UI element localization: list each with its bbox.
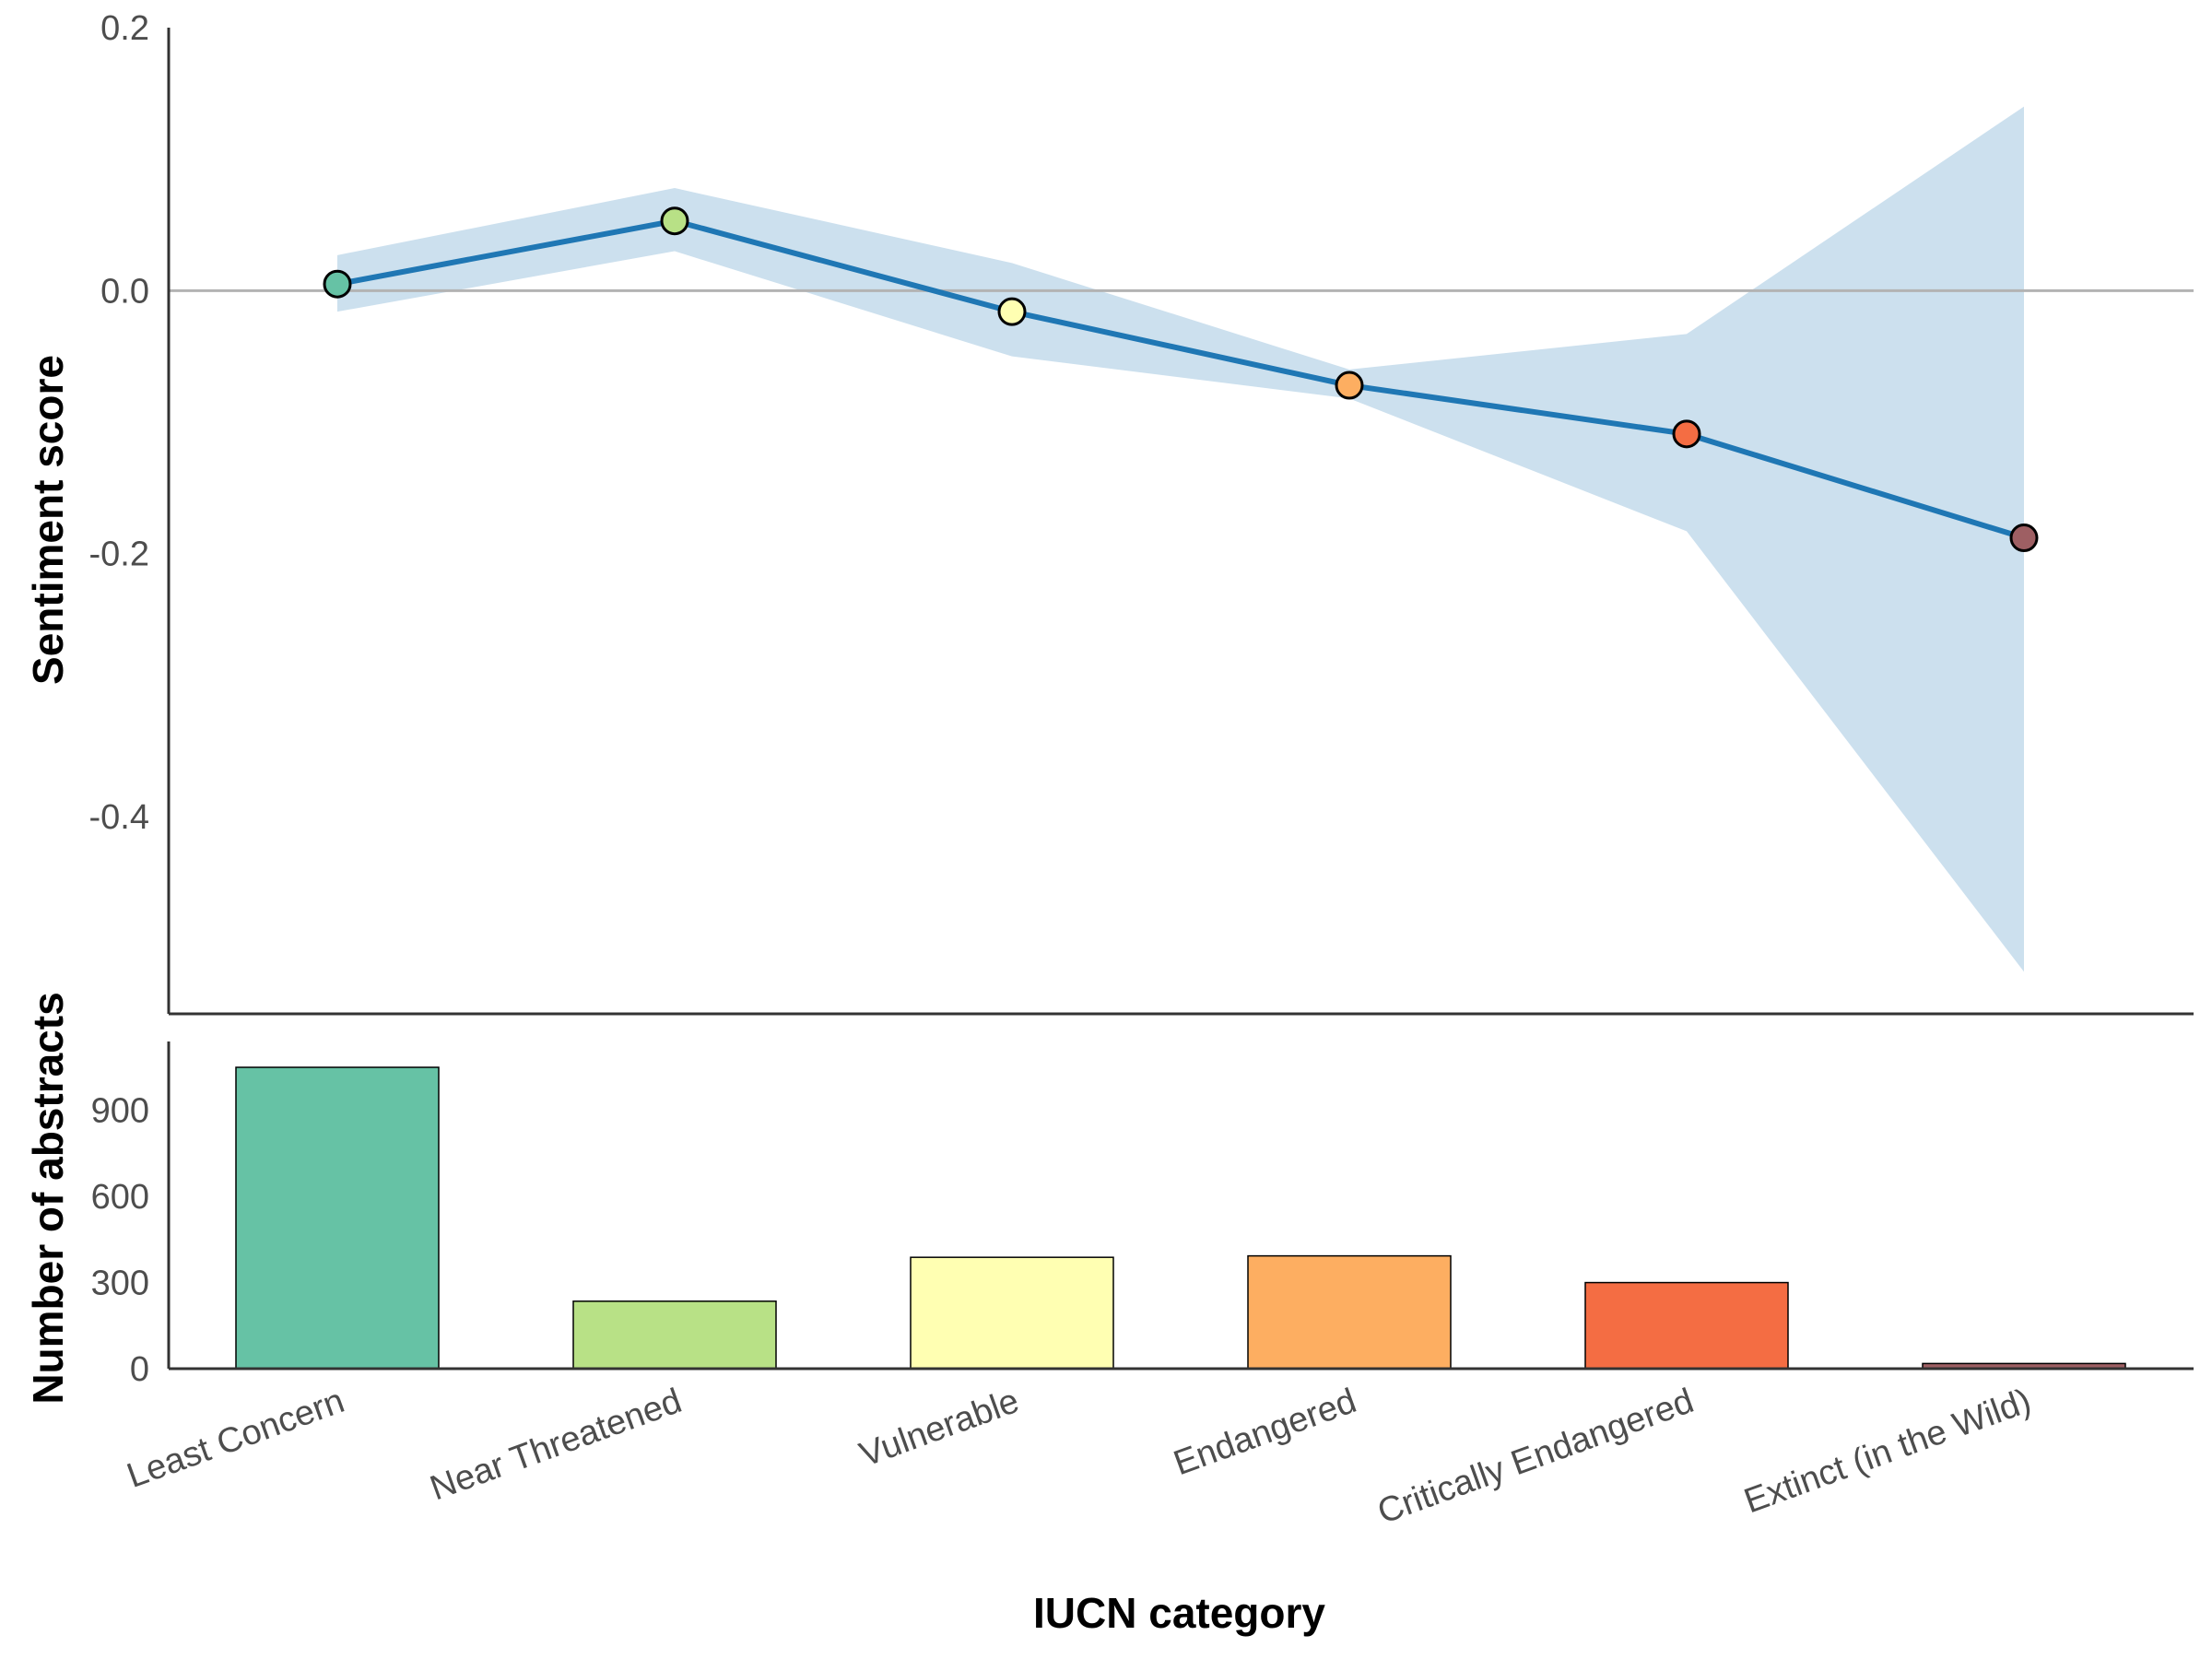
point-vulnerable [997,297,1027,326]
sentiment-y-tick-label: -0.4 [89,798,149,837]
point-near-threatened [660,206,689,236]
x-tick-vulnerable: Vulnerable [854,1382,1024,1475]
sentiment-panel: 0.2 0.0 -0.2 -0.4 Sentiment score [24,9,2194,1016]
sentiment-line [336,218,2025,541]
abstracts-y-tick-label: 600 [91,1178,149,1217]
x-tick-near-threatened: Near Threatened [425,1382,687,1508]
sentiment-y-tick-label: 0.2 [100,9,149,48]
sentiment-y-axis-title: Sentiment score [24,355,72,685]
bar-least-concern [235,1066,440,1370]
abstract-bars [235,1066,2126,1370]
category-tick-labels: Least Concern Near Threatened Vulnerable En… [122,1382,2036,1532]
point-least-concern [323,269,352,299]
x-tick-endangered: Endangered [1169,1382,1361,1483]
x-tick-least-concern: Least Concern [122,1382,349,1496]
sentiment-points [323,206,2039,553]
x-tick-critically-endangered: Critically Endangered [1372,1382,1699,1532]
x-tick-extinct-in-the-wild: Extinct (in the Wild) [1739,1382,2036,1521]
abstracts-y-tick-label: 0 [130,1350,149,1389]
sentiment-y-tick-label: -0.2 [89,535,149,574]
bar-critically-endangered [1584,1281,1789,1370]
sentiment-y-ticks: 0.2 0.0 -0.2 -0.4 [89,9,149,837]
point-endangered [1335,371,1364,400]
x-axis-title: IUCN category [1033,1589,1325,1637]
abstracts-y-tick-label: 900 [91,1092,149,1131]
abstracts-y-axis-title: Number of abstracts [24,992,72,1404]
bar-vulnerable [910,1256,1114,1370]
abstracts-panel: 0 300 600 900 Least Concern Near Threatened V… [24,992,2194,1637]
bar-endangered [1247,1254,1452,1370]
abstracts-y-ticks: 0 300 600 900 [91,1092,149,1389]
sentiment-y-tick-label: 0.0 [100,272,149,311]
bar-near-threatened [572,1300,777,1370]
point-critically-endangered [1672,419,1701,449]
abstracts-y-tick-label: 300 [91,1265,149,1303]
point-extinct-in-the-wild [2009,524,2039,553]
